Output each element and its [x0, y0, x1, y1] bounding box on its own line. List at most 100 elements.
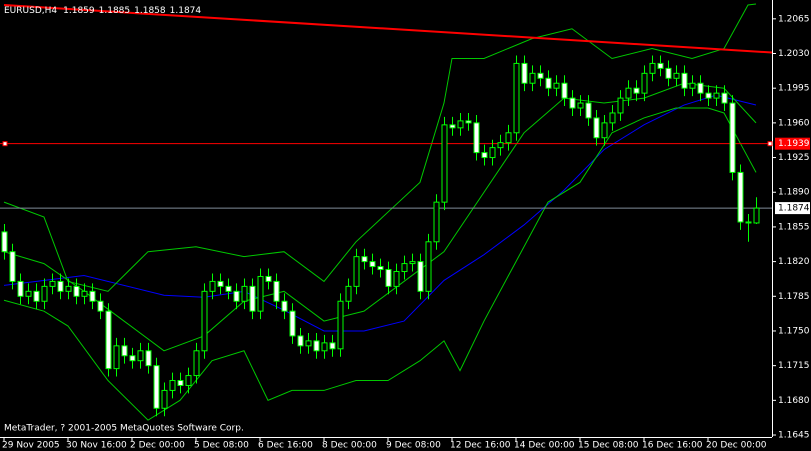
candle-body	[417, 261, 424, 292]
candle-body	[105, 310, 112, 370]
x-tick-label: 5 Dec 08:00	[194, 441, 249, 451]
candle-body	[657, 62, 664, 69]
candle-body	[169, 380, 176, 391]
candle-body	[497, 142, 504, 149]
x-tick-label: 20 Dec 00:00	[706, 441, 767, 451]
y-tick-label: 1.1855	[778, 222, 810, 232]
candle-body	[641, 72, 648, 94]
candle-body	[697, 82, 704, 94]
candle-body	[9, 251, 16, 282]
candle-body	[217, 280, 224, 287]
candle-body	[73, 285, 80, 297]
candle-body	[425, 241, 432, 292]
candle-body	[721, 92, 728, 104]
candle-body	[137, 350, 144, 362]
candle-body	[529, 72, 536, 84]
y-tick-label: 1.1785	[778, 292, 810, 302]
candle-body	[481, 152, 488, 159]
candle-body	[713, 92, 720, 99]
candle-body	[569, 97, 576, 109]
price-label-box	[775, 137, 810, 150]
plot-area	[0, 3, 773, 421]
candle-body	[201, 290, 208, 352]
x-tick-label: 12 Dec 16:00	[450, 441, 511, 451]
candle-body	[625, 87, 632, 99]
candle-body	[33, 290, 40, 302]
candle-body	[457, 120, 464, 129]
x-tick-label: 6 Dec 16:00	[258, 441, 313, 451]
x-tick-label: 14 Dec 00:00	[514, 441, 575, 451]
candle-body	[345, 285, 352, 302]
candle-body	[265, 275, 272, 282]
candle-body	[65, 285, 72, 292]
x-tick-label: 30 Nov 16:00	[66, 441, 127, 451]
candle-body	[617, 97, 624, 114]
candle-body	[241, 285, 248, 302]
level-handle	[767, 141, 773, 147]
candle-body	[305, 340, 312, 347]
candle-body	[433, 201, 440, 243]
candle-body	[353, 256, 360, 287]
candle-body	[1, 231, 8, 253]
candle-body	[449, 124, 456, 129]
candle-body	[225, 285, 232, 292]
candle-body	[505, 132, 512, 144]
candle-body	[329, 342, 336, 350]
level-handle	[2, 141, 8, 147]
y-tick-label: 1.1925	[778, 153, 810, 163]
candle-body	[361, 256, 368, 263]
y-tick-label: 1.1995	[778, 84, 810, 94]
candle-body	[649, 62, 656, 74]
candle-body	[145, 350, 152, 367]
x-tick-label: 16 Dec 16:00	[642, 441, 703, 451]
y-tick-label: 1.1715	[778, 361, 810, 371]
candle-body	[57, 280, 64, 292]
price-label: 1.1939	[778, 139, 810, 149]
candle-body	[633, 87, 640, 94]
candle-body	[513, 62, 520, 134]
candle-body	[561, 82, 568, 99]
candle-body	[113, 345, 120, 370]
x-tick-label: 15 Dec 08:00	[578, 441, 639, 451]
header-open: 1.1859	[63, 6, 95, 16]
candle-body	[209, 280, 216, 292]
candle-body	[49, 280, 56, 287]
candle-body	[489, 147, 496, 159]
candle-body	[409, 261, 416, 265]
x-tick-label: 9 Dec 08:00	[386, 441, 441, 451]
candle-body	[233, 290, 240, 302]
candle-body	[745, 221, 752, 224]
candle-body	[401, 263, 408, 273]
y-tick-label: 1.1750	[778, 326, 810, 336]
candle-body	[665, 67, 672, 79]
x-tick-label: 29 Nov 2005	[2, 441, 60, 451]
candle-body	[153, 365, 160, 409]
candle-body	[545, 77, 552, 89]
candle-body	[385, 269, 392, 287]
header-high: 1.1885	[99, 6, 131, 16]
candle-body	[601, 122, 608, 139]
candle-body	[273, 280, 280, 302]
candle-body	[729, 102, 736, 173]
y-tick-label: 1.1820	[778, 257, 810, 267]
header-low: 1.1858	[134, 6, 166, 16]
price-label: 1.1874	[778, 204, 810, 214]
candle-body	[81, 290, 88, 297]
candle-body	[393, 271, 400, 287]
candle-body	[257, 275, 264, 312]
chart-header: EURUSD,H4 1.1859 1.1885 1.1858 1.1874	[4, 6, 201, 16]
candle-body	[753, 207, 760, 224]
candle-body	[705, 92, 712, 99]
candle-body	[193, 350, 200, 377]
candle-body	[321, 342, 328, 352]
candle-body	[465, 120, 472, 124]
symbol: EURUSD,H4	[4, 6, 57, 16]
y-tick-label: 1.1680	[778, 396, 810, 406]
y-tick-label: 1.1960	[778, 118, 810, 128]
candle-body	[281, 300, 288, 312]
candle-body	[369, 261, 376, 268]
candle-body	[593, 117, 600, 139]
candle-body	[553, 82, 560, 89]
